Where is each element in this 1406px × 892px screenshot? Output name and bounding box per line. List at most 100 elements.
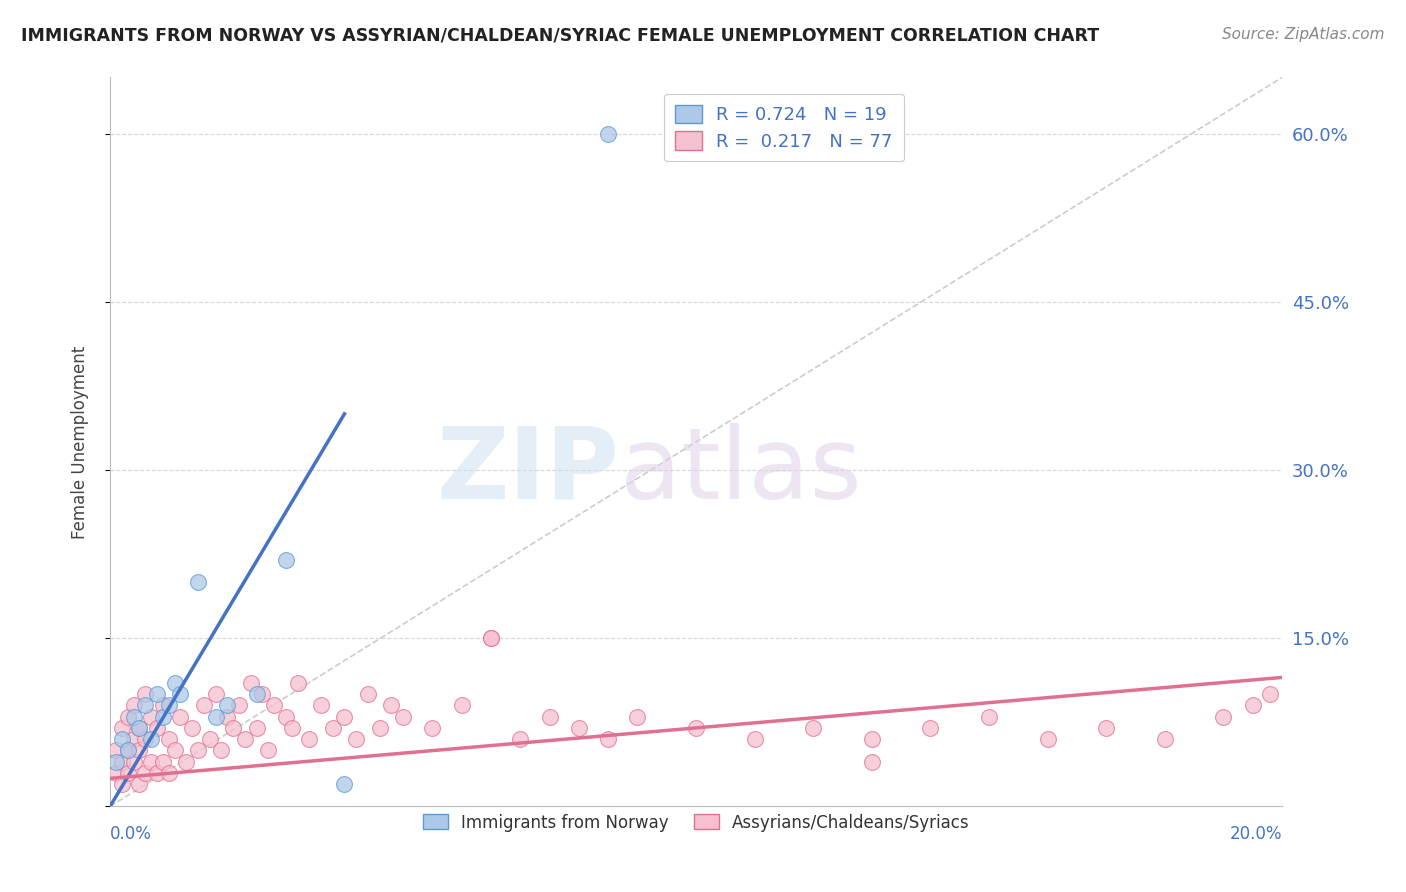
Point: [509, 732, 531, 747]
Point: [357, 687, 380, 701]
Point: [146, 687, 169, 701]
Point: [309, 698, 332, 713]
Point: [1241, 698, 1264, 713]
Point: [860, 732, 883, 747]
Point: [163, 676, 186, 690]
Point: [117, 709, 139, 723]
Text: 20.0%: 20.0%: [1229, 825, 1282, 843]
Point: [163, 743, 186, 757]
Point: [193, 698, 215, 713]
Point: [134, 698, 156, 713]
Point: [222, 721, 245, 735]
Point: [139, 709, 162, 723]
Point: [257, 743, 280, 757]
Point: [685, 721, 707, 735]
Point: [104, 755, 127, 769]
Point: [122, 709, 145, 723]
Point: [228, 698, 250, 713]
Point: [538, 709, 561, 723]
Point: [626, 709, 648, 723]
Point: [174, 755, 197, 769]
Point: [134, 765, 156, 780]
Legend: Immigrants from Norway, Assyrians/Chaldeans/Syriacs: Immigrants from Norway, Assyrians/Chalde…: [416, 807, 976, 838]
Point: [111, 732, 134, 747]
Point: [152, 755, 174, 769]
Point: [117, 765, 139, 780]
Point: [598, 732, 620, 747]
Point: [122, 698, 145, 713]
Point: [157, 732, 180, 747]
Point: [422, 721, 444, 735]
Point: [134, 687, 156, 701]
Point: [139, 755, 162, 769]
Point: [801, 721, 824, 735]
Point: [122, 732, 145, 747]
Point: [111, 721, 134, 735]
Point: [187, 575, 209, 590]
Point: [128, 777, 150, 791]
Point: [322, 721, 344, 735]
Point: [111, 755, 134, 769]
Point: [860, 755, 883, 769]
Point: [209, 743, 232, 757]
Point: [111, 777, 134, 791]
Point: [977, 709, 1000, 723]
Point: [280, 721, 302, 735]
Point: [128, 721, 150, 735]
Text: Source: ZipAtlas.com: Source: ZipAtlas.com: [1222, 27, 1385, 42]
Point: [157, 698, 180, 713]
Point: [263, 698, 285, 713]
Point: [1095, 721, 1118, 735]
Text: 0.0%: 0.0%: [110, 825, 152, 843]
Point: [117, 743, 139, 757]
Text: atlas: atlas: [620, 423, 862, 519]
Point: [204, 709, 226, 723]
Y-axis label: Female Unemployment: Female Unemployment: [72, 345, 89, 539]
Point: [104, 765, 127, 780]
Point: [245, 721, 267, 735]
Point: [252, 687, 274, 701]
Point: [181, 721, 204, 735]
Point: [274, 709, 297, 723]
Point: [920, 721, 942, 735]
Point: [128, 743, 150, 757]
Point: [1258, 687, 1281, 701]
Point: [274, 552, 297, 566]
Point: [380, 698, 402, 713]
Point: [104, 743, 127, 757]
Point: [333, 709, 356, 723]
Point: [169, 687, 191, 701]
Point: [479, 631, 502, 645]
Point: [152, 709, 174, 723]
Point: [1153, 732, 1175, 747]
Point: [333, 777, 356, 791]
Point: [1036, 732, 1059, 747]
Point: [217, 709, 239, 723]
Point: [450, 698, 472, 713]
Point: [117, 743, 139, 757]
Point: [217, 698, 239, 713]
Point: [157, 765, 180, 780]
Point: [239, 676, 262, 690]
Point: [233, 732, 256, 747]
Point: [744, 732, 766, 747]
Point: [169, 709, 191, 723]
Point: [344, 732, 367, 747]
Point: [146, 765, 169, 780]
Point: [392, 709, 415, 723]
Point: [134, 732, 156, 747]
Point: [152, 698, 174, 713]
Point: [204, 687, 226, 701]
Text: ZIP: ZIP: [437, 423, 620, 519]
Point: [598, 127, 620, 141]
Point: [146, 721, 169, 735]
Text: IMMIGRANTS FROM NORWAY VS ASSYRIAN/CHALDEAN/SYRIAC FEMALE UNEMPLOYMENT CORRELATI: IMMIGRANTS FROM NORWAY VS ASSYRIAN/CHALD…: [21, 27, 1099, 45]
Point: [245, 687, 267, 701]
Point: [1212, 709, 1234, 723]
Point: [479, 631, 502, 645]
Point: [568, 721, 591, 735]
Point: [128, 721, 150, 735]
Point: [368, 721, 391, 735]
Point: [198, 732, 221, 747]
Point: [298, 732, 321, 747]
